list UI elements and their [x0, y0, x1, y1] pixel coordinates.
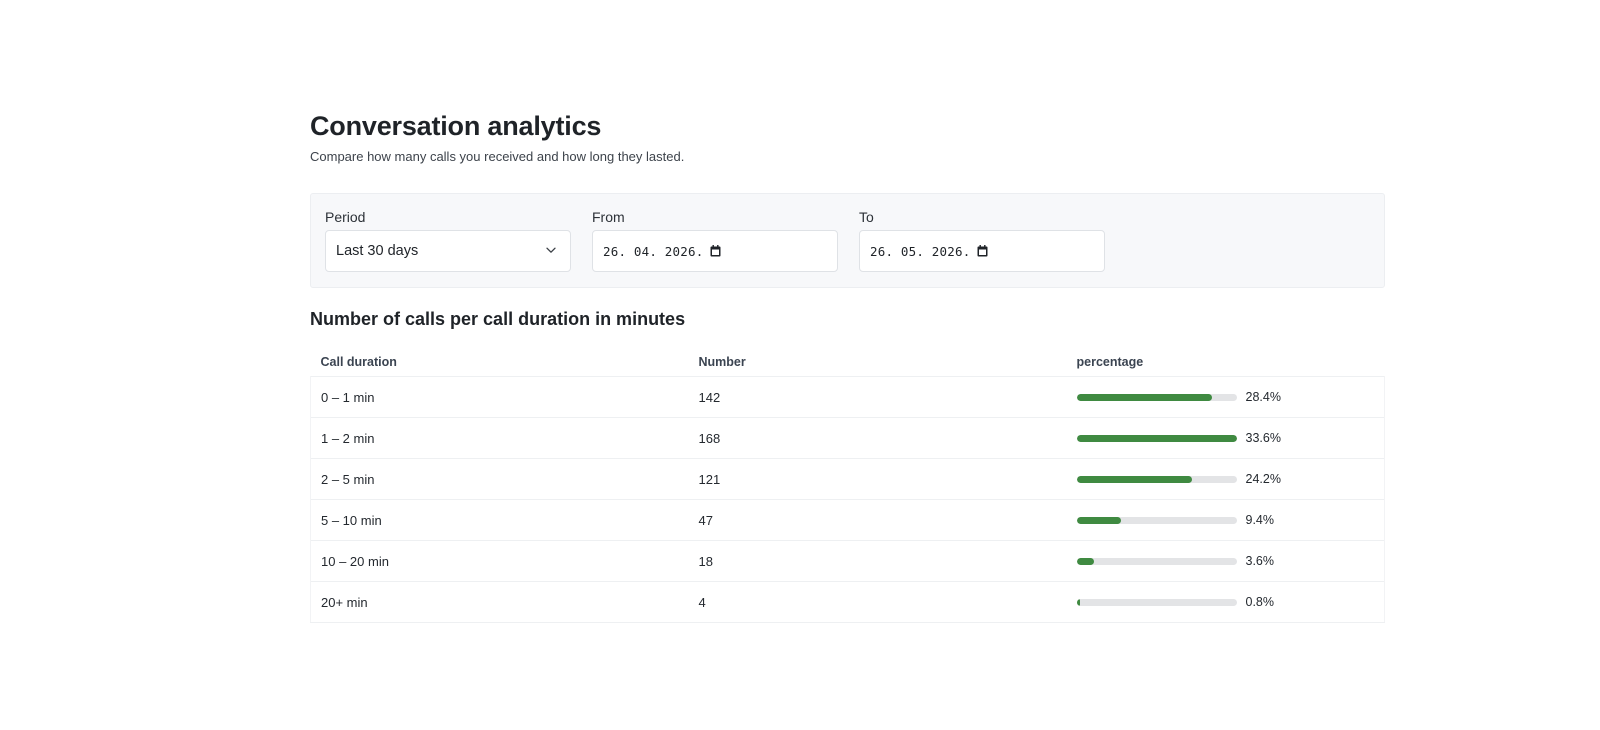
duration-cell: 10 – 20 min [310, 540, 689, 582]
number-cell: 47 [688, 499, 1067, 541]
filter-panel: Period Last 30 days From 26. 04. 2026. [310, 193, 1385, 288]
percentage-label: 28.4% [1245, 390, 1281, 404]
percentage-bar-track [1076, 557, 1237, 565]
percentage-bar-track [1076, 434, 1237, 442]
period-label: Period [325, 209, 366, 225]
number-cell: 4 [688, 581, 1067, 623]
percentage-cell: 9.4% [1066, 499, 1385, 541]
percentage-bar-fill [1076, 393, 1212, 401]
period-select[interactable]: Last 30 days [325, 230, 571, 272]
from-field: From 26. 04. 2026. [592, 208, 838, 272]
duration-cell: 0 – 1 min [310, 376, 689, 418]
column-header-percentage: percentage [1076, 354, 1144, 369]
number-cell: 168 [688, 417, 1067, 459]
percentage-cell: 24.2% [1066, 458, 1385, 500]
analytics-page: Conversation analytics Compare how many … [310, 108, 1385, 623]
calendar-icon[interactable] [710, 245, 721, 257]
to-label: To [859, 209, 874, 225]
to-field: To 26. 05. 2026. [859, 208, 1105, 272]
column-header-call-duration: Call duration [320, 354, 397, 369]
number-cell: 121 [688, 458, 1067, 500]
section-title: Number of calls per call duration in min… [310, 309, 686, 329]
table-body: 0 – 1 min 142 28.4% 1 – 2 min 168 33.6% [310, 376, 1385, 623]
call-duration-table: Call duration Number percentage 0 – 1 mi… [310, 347, 1385, 623]
percentage-cell: 28.4% [1066, 376, 1385, 418]
percentage-label: 24.2% [1245, 472, 1281, 486]
percentage-bar-fill [1076, 516, 1122, 524]
percentage-bar-fill [1076, 434, 1237, 442]
chevron-down-icon [546, 247, 556, 253]
percentage-bar-track [1076, 475, 1237, 483]
period-select-value: Last 30 days [336, 243, 419, 259]
duration-cell: 20+ min [310, 581, 689, 623]
percentage-label: 33.6% [1245, 431, 1281, 445]
from-date-value: 26. 04. 2026. [603, 243, 704, 259]
percentage-bar-track [1076, 516, 1237, 524]
page-subtitle: Compare how many calls you received and … [310, 149, 685, 164]
from-date-input[interactable]: 26. 04. 2026. [592, 230, 838, 272]
table-row: 2 – 5 min 121 24.2% [310, 458, 1385, 500]
duration-cell: 2 – 5 min [310, 458, 689, 500]
from-label: From [592, 209, 625, 225]
percentage-bar-fill [1076, 475, 1192, 483]
percentage-bar-track [1076, 393, 1237, 401]
page-title: Conversation analytics [310, 111, 602, 141]
calendar-icon[interactable] [977, 245, 988, 257]
table-row: 1 – 2 min 168 33.6% [310, 417, 1385, 459]
percentage-bar-track [1076, 598, 1237, 606]
duration-cell: 1 – 2 min [310, 417, 689, 459]
table-row: 20+ min 4 0.8% [310, 581, 1385, 623]
duration-cell: 5 – 10 min [310, 499, 689, 541]
number-cell: 18 [688, 540, 1067, 582]
table-row: 10 – 20 min 18 3.6% [310, 540, 1385, 582]
table-header-row: Call duration Number percentage [311, 347, 1385, 377]
percentage-cell: 3.6% [1066, 540, 1385, 582]
column-header-number: Number [698, 354, 746, 369]
number-cell: 142 [688, 376, 1067, 418]
to-date-value: 26. 05. 2026. [870, 243, 971, 259]
period-field: Period Last 30 days [325, 208, 571, 272]
percentage-label: 9.4% [1245, 513, 1275, 527]
table-row: 0 – 1 min 142 28.4% [310, 376, 1385, 418]
to-date-input[interactable]: 26. 05. 2026. [859, 230, 1105, 272]
percentage-label: 3.6% [1245, 554, 1275, 568]
percentage-cell: 0.8% [1066, 581, 1385, 623]
percentage-bar-fill [1076, 598, 1081, 606]
table-row: 5 – 10 min 47 9.4% [310, 499, 1385, 541]
percentage-cell: 33.6% [1066, 417, 1385, 459]
percentage-bar-fill [1076, 557, 1094, 565]
percentage-label: 0.8% [1245, 595, 1275, 609]
